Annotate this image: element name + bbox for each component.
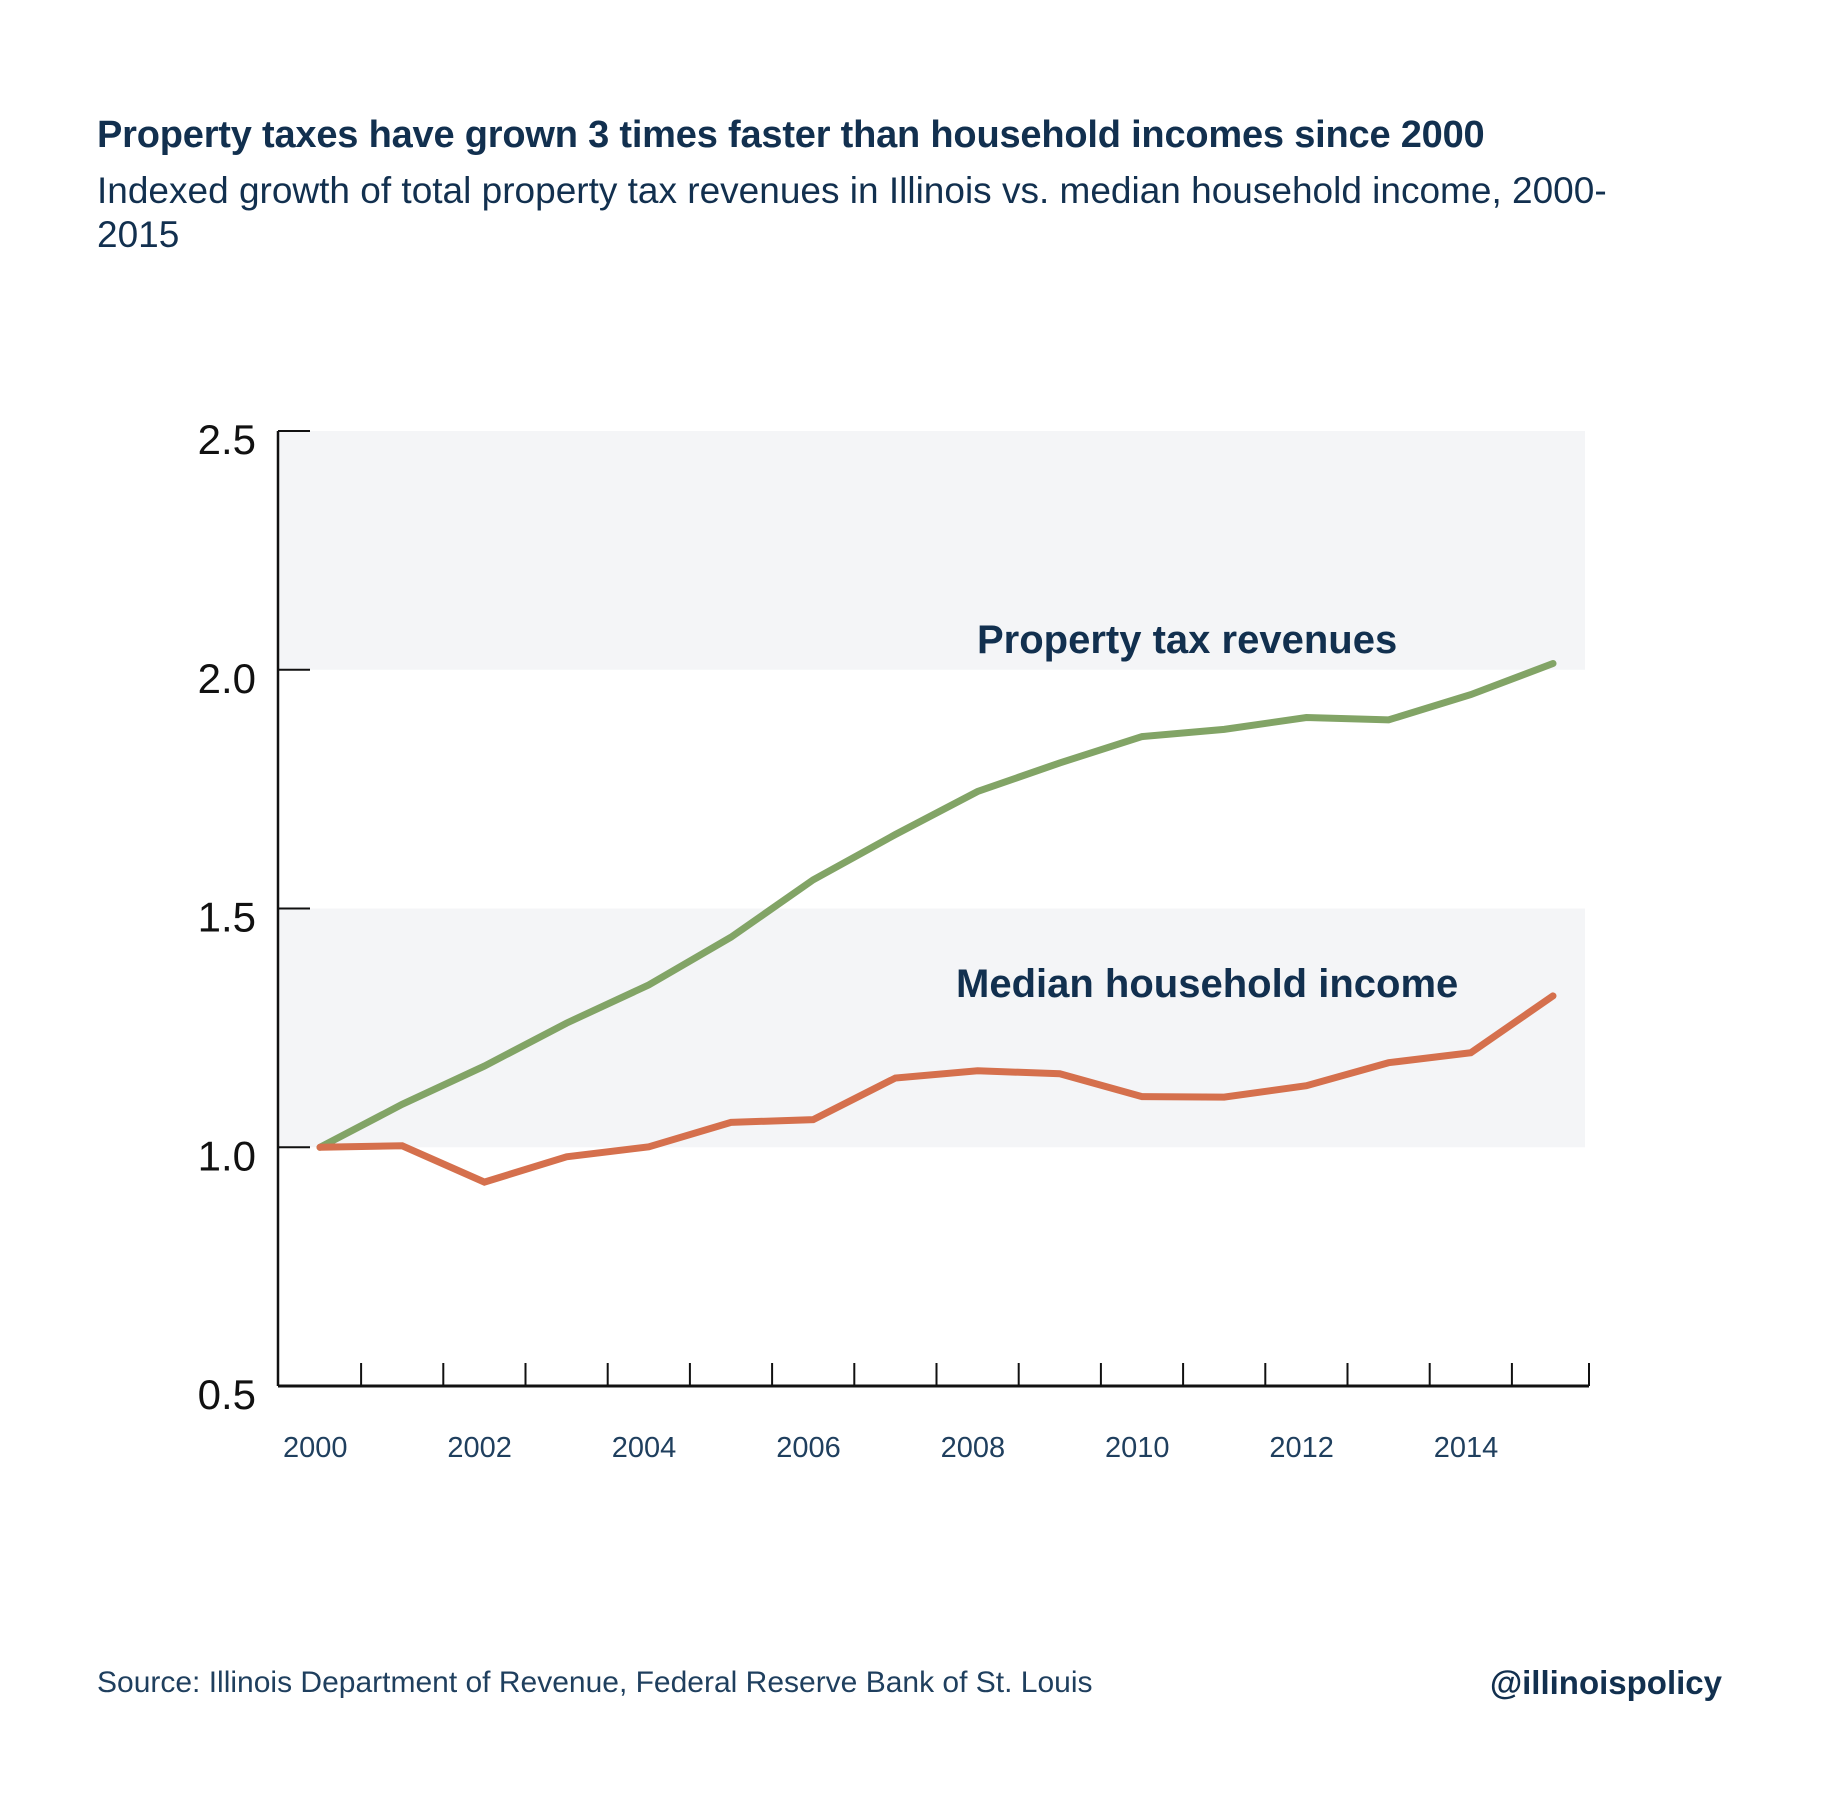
y-tick-label: 2.5 xyxy=(198,416,256,463)
x-tick-label: 2012 xyxy=(1269,1432,1334,1464)
brand-handle: @illinoispolicy xyxy=(1489,1664,1722,1701)
x-tick-label: 2004 xyxy=(612,1432,677,1464)
y-axis-ticks: 0.5 1.0 1.5 2.0 2.5 xyxy=(198,416,310,1418)
shaded-bands xyxy=(278,431,1585,1148)
source-note: Source: Illinois Department of Revenue, … xyxy=(97,1666,1093,1699)
x-tick-label: 2014 xyxy=(1434,1432,1499,1464)
x-tick-label: 2010 xyxy=(1105,1432,1170,1464)
series-lines xyxy=(316,660,1557,1186)
x-tick-label: 2002 xyxy=(447,1432,512,1464)
series-line-property-tax xyxy=(316,660,1557,1151)
x-tick-label: 2006 xyxy=(776,1432,841,1464)
chart-title: Property taxes have grown 3 times faster… xyxy=(97,114,1485,156)
shaded-band-1 xyxy=(278,908,1585,1148)
series-line-household-income xyxy=(316,992,1557,1186)
x-axis-ticks: 2000 2002 2004 2006 2008 2010 2012 2014 xyxy=(283,1363,1590,1464)
series-labels: Property tax revenues Median household i… xyxy=(956,618,1458,1006)
y-tick-label: 1.0 xyxy=(198,1132,256,1179)
chart-subtitle: Indexed growth of total property tax rev… xyxy=(97,170,1607,255)
x-tick-label: 2008 xyxy=(941,1432,1006,1464)
x-tick-label: 2000 xyxy=(283,1432,348,1464)
y-tick-label: 2.0 xyxy=(198,655,256,702)
series-label-household-income: Median household income xyxy=(956,962,1458,1006)
y-tick-label: 1.5 xyxy=(198,894,256,941)
y-tick-label: 0.5 xyxy=(198,1371,256,1418)
shaded-band-0 xyxy=(278,431,1585,670)
series-label-property-tax: Property tax revenues xyxy=(977,618,1397,662)
